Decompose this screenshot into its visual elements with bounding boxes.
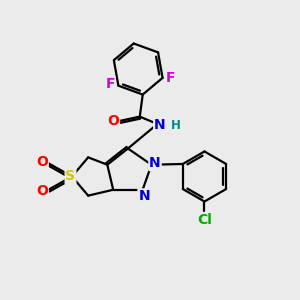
Text: H: H [171, 119, 181, 132]
Text: N: N [138, 189, 150, 203]
Text: S: S [65, 169, 76, 184]
Text: O: O [107, 114, 119, 128]
Text: Cl: Cl [197, 213, 212, 227]
Text: F: F [166, 71, 176, 85]
Text: O: O [36, 184, 48, 198]
Text: N: N [154, 118, 166, 133]
Text: F: F [105, 77, 115, 91]
Text: N: N [149, 156, 161, 170]
Text: O: O [36, 155, 48, 169]
